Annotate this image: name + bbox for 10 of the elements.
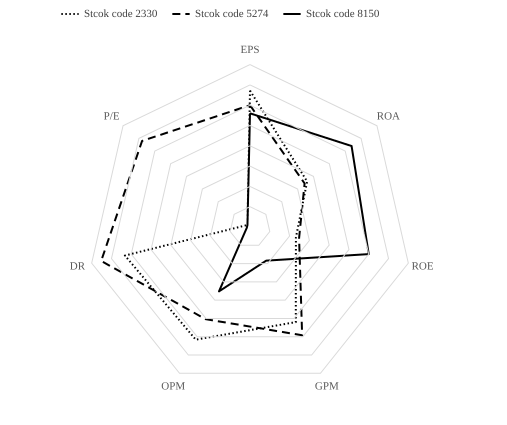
spoke-label: ROE: [412, 260, 434, 272]
spoke-label: P/E: [104, 110, 120, 123]
spoke-label: GPM: [314, 380, 339, 392]
legend-label: Stcok code 8150: [306, 8, 380, 20]
spoke-label: DR: [70, 260, 86, 272]
legend-label: Stcok code 2330: [84, 8, 158, 20]
spoke-label: OPM: [161, 380, 186, 392]
legend-label: Stcok code 5274: [195, 8, 269, 20]
spoke-label: EPS: [240, 44, 260, 56]
spoke-label: ROA: [376, 110, 400, 123]
